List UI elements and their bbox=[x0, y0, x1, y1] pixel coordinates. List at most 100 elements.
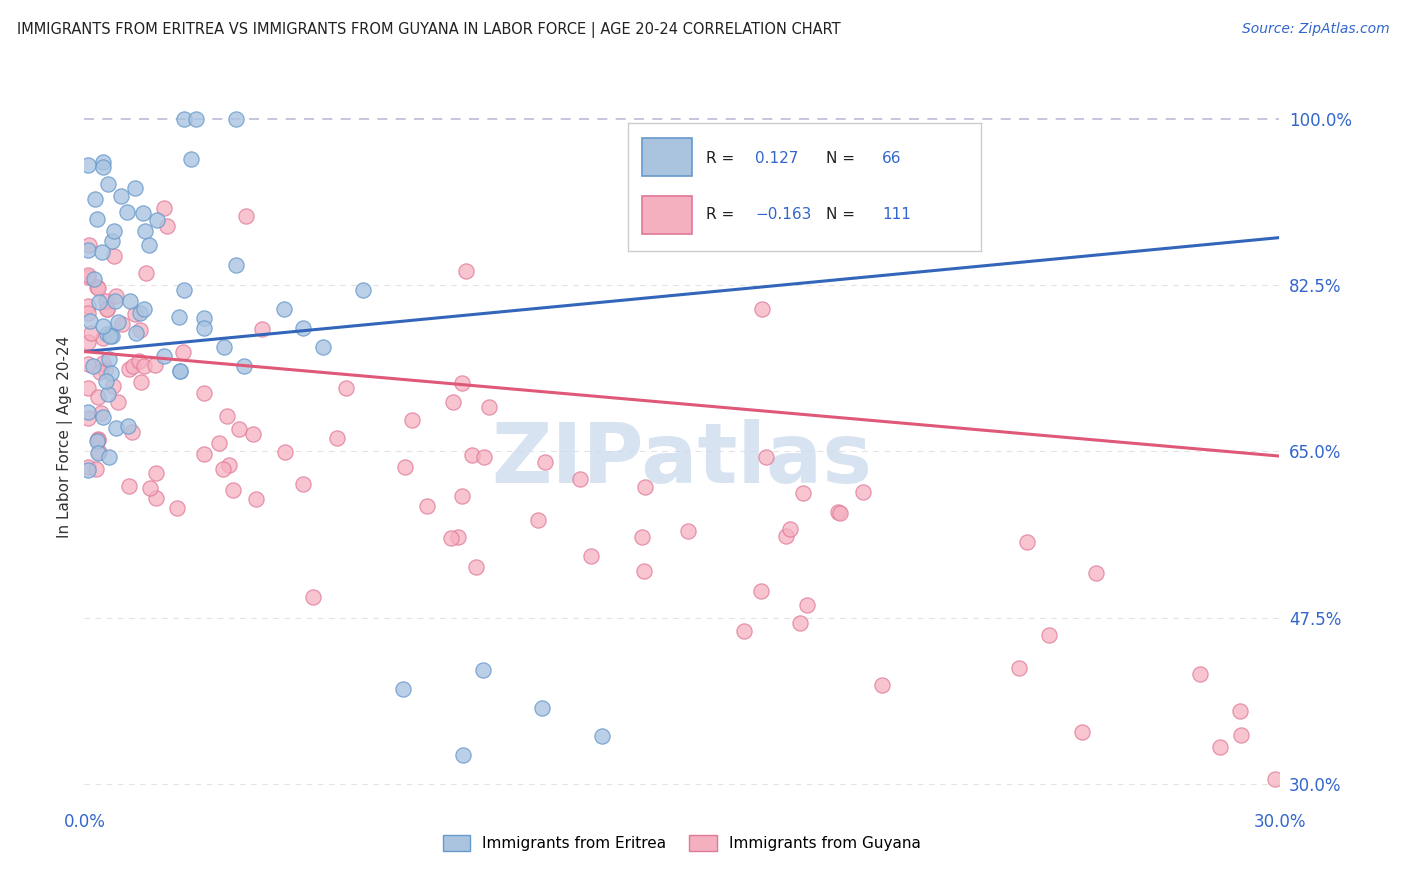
Text: Source: ZipAtlas.com: Source: ZipAtlas.com bbox=[1241, 22, 1389, 37]
Point bbox=[111, 317, 134, 331]
Point bbox=[77, 158, 100, 172]
Point bbox=[110, 189, 132, 203]
Point bbox=[292, 321, 315, 335]
Point bbox=[96, 301, 118, 316]
Point bbox=[97, 387, 120, 401]
Point bbox=[591, 729, 613, 743]
Point bbox=[103, 248, 125, 262]
Point bbox=[312, 340, 335, 354]
Point bbox=[80, 326, 103, 340]
Point bbox=[77, 306, 100, 320]
Point bbox=[1084, 566, 1107, 581]
Point bbox=[235, 209, 257, 223]
Point bbox=[751, 301, 773, 316]
Point bbox=[87, 390, 110, 404]
Point bbox=[792, 486, 814, 500]
Point bbox=[1188, 666, 1211, 681]
Point bbox=[86, 279, 108, 293]
Point bbox=[77, 411, 100, 425]
Point bbox=[749, 583, 772, 598]
Point bbox=[139, 481, 162, 495]
Point bbox=[124, 307, 146, 321]
Legend: Immigrants from Eritrea, Immigrants from Guyana: Immigrants from Eritrea, Immigrants from… bbox=[437, 830, 927, 857]
Point bbox=[77, 243, 100, 257]
Point bbox=[222, 483, 245, 497]
Point bbox=[83, 192, 105, 206]
Point bbox=[153, 201, 176, 215]
Point bbox=[87, 446, 110, 460]
Point bbox=[1264, 772, 1286, 787]
Point bbox=[1070, 724, 1092, 739]
Point bbox=[84, 462, 107, 476]
Point bbox=[870, 678, 893, 692]
Point bbox=[531, 701, 554, 715]
Point bbox=[77, 334, 100, 349]
Point bbox=[98, 329, 121, 343]
Point bbox=[193, 321, 215, 335]
Point bbox=[394, 460, 416, 475]
Point bbox=[146, 213, 169, 227]
Point bbox=[1038, 628, 1060, 642]
Point bbox=[98, 352, 121, 367]
Point bbox=[124, 326, 146, 340]
Point bbox=[779, 522, 801, 536]
Point bbox=[416, 499, 439, 513]
Point bbox=[250, 322, 273, 336]
Point bbox=[796, 598, 818, 612]
Point bbox=[91, 409, 114, 424]
Point bbox=[118, 293, 141, 308]
Point bbox=[533, 455, 555, 469]
Point bbox=[145, 466, 167, 480]
Point bbox=[128, 353, 150, 368]
Point bbox=[82, 359, 104, 373]
Point bbox=[291, 477, 314, 491]
Point bbox=[471, 663, 494, 677]
Point bbox=[77, 459, 100, 474]
Point bbox=[169, 363, 191, 377]
Point bbox=[77, 381, 100, 395]
Point bbox=[107, 314, 129, 328]
Point bbox=[1008, 660, 1031, 674]
Point bbox=[90, 245, 112, 260]
Point bbox=[145, 491, 167, 505]
Point bbox=[392, 681, 415, 696]
Point bbox=[193, 386, 215, 401]
Point bbox=[87, 434, 110, 448]
Point bbox=[173, 283, 195, 297]
Point bbox=[464, 559, 486, 574]
Point bbox=[215, 409, 238, 423]
Point bbox=[461, 448, 484, 462]
Point bbox=[225, 259, 247, 273]
Point bbox=[107, 395, 129, 409]
Point bbox=[97, 450, 120, 465]
Point bbox=[128, 306, 150, 320]
Point bbox=[1209, 739, 1232, 754]
Point bbox=[273, 301, 295, 316]
Point bbox=[789, 616, 811, 631]
Y-axis label: In Labor Force | Age 20-24: In Labor Force | Age 20-24 bbox=[58, 336, 73, 538]
Point bbox=[132, 359, 155, 373]
Point bbox=[143, 358, 166, 372]
Point bbox=[274, 445, 297, 459]
Point bbox=[242, 426, 264, 441]
Point bbox=[87, 445, 110, 459]
Point bbox=[180, 152, 202, 166]
Point bbox=[101, 329, 124, 343]
Point bbox=[775, 528, 797, 542]
Text: IMMIGRANTS FROM ERITREA VS IMMIGRANTS FROM GUYANA IN LABOR FORCE | AGE 20-24 COR: IMMIGRANTS FROM ERITREA VS IMMIGRANTS FR… bbox=[17, 22, 841, 38]
Point bbox=[86, 211, 108, 226]
Point bbox=[450, 489, 472, 503]
Point bbox=[121, 425, 143, 439]
Point bbox=[131, 206, 153, 220]
Point bbox=[77, 269, 100, 284]
Point bbox=[1229, 704, 1251, 718]
Point bbox=[193, 310, 215, 325]
Point bbox=[526, 513, 548, 527]
Point bbox=[91, 160, 114, 174]
Point bbox=[96, 326, 118, 341]
Point bbox=[633, 564, 655, 578]
Point bbox=[439, 531, 461, 545]
Point bbox=[77, 268, 100, 282]
Point bbox=[91, 356, 114, 370]
Point bbox=[94, 363, 117, 377]
